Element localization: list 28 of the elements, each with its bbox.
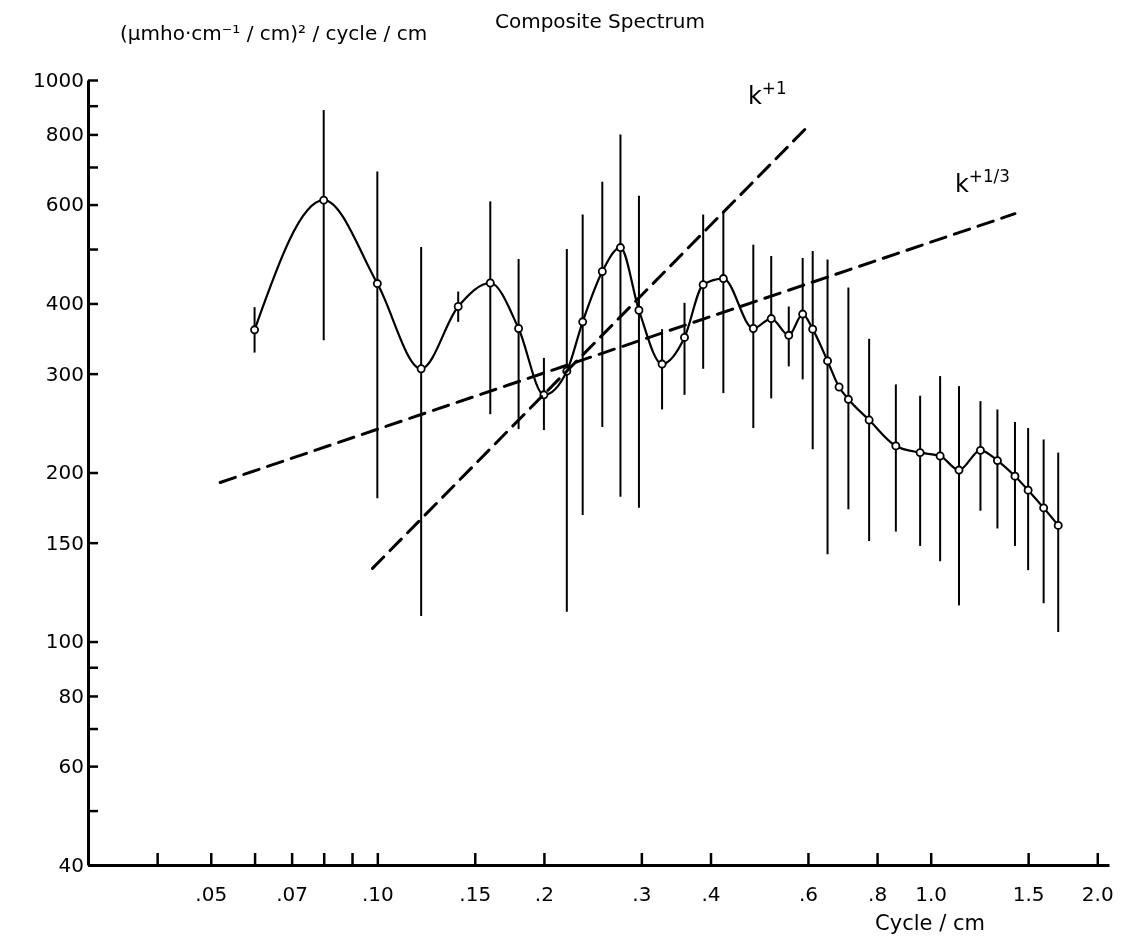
y-tick-label: 200 [45,460,84,485]
x-tick-label: .8 [868,882,888,907]
x-tick-label: 2.0 [1081,882,1114,907]
x-tick-label: .10 [361,882,394,907]
y-tick-label: 80 [58,683,84,708]
y-tick-label: 40 [58,852,84,877]
y-tick-label: 600 [45,192,84,217]
annotation: k$^{+1/3}$ [954,165,1010,198]
x-tick-label: .15 [459,882,492,907]
x-tick-label: 1.0 [915,882,948,907]
x-tick-label: .07 [276,882,309,907]
x-tick-label: .6 [798,882,818,907]
y-tick-label: 100 [45,629,84,654]
y-tick-label: 800 [45,122,84,147]
y-tick-label: 150 [45,530,84,555]
x-tick-label: .2 [534,882,554,907]
y-tick-label: 60 [58,754,84,779]
annotation: k$^{+1}$ [747,78,787,111]
y-tick-label: 1000 [33,67,84,92]
y-tick-label: 300 [45,361,84,386]
chart-title: Composite Spectrum [494,9,706,33]
x-tick-label: .05 [195,882,228,907]
x-tick-label: 1.5 [1012,882,1045,907]
x-tick-label: .3 [632,882,652,907]
y-axis-title: (µmho·cm⁻¹ / cm)² / cycle / cm [120,21,428,45]
y-tick-label: 400 [45,291,84,316]
x-axis-title: Cycle / cm [875,911,985,935]
x-tick-label: .4 [701,882,721,907]
